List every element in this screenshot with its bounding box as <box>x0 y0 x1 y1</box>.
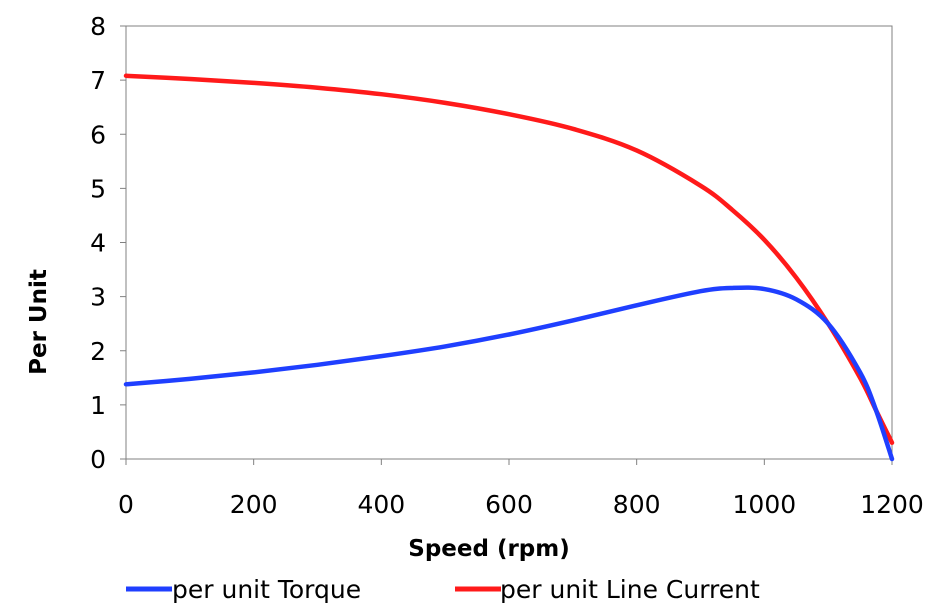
y-tick-label: 5 <box>90 174 106 203</box>
y-tick-label: 4 <box>90 229 106 258</box>
y-tick-label: 7 <box>90 66 106 95</box>
y-tick-label: 8 <box>90 12 106 41</box>
x-tick-label: 0 <box>118 490 134 519</box>
x-tick-label: 600 <box>485 490 533 519</box>
x-tick-label: 200 <box>230 490 278 519</box>
x-axis-title: Speed (rpm) <box>408 536 570 562</box>
y-tick-label: 0 <box>90 445 106 474</box>
series-line-torque <box>123 285 895 462</box>
y-tick-label: 1 <box>90 391 106 420</box>
plot-area <box>125 25 893 460</box>
y-axis: 0 1 2 3 4 5 6 7 8 <box>90 12 127 474</box>
x-tick-label: 1200 <box>860 490 924 519</box>
y-tick-label: 6 <box>90 120 106 149</box>
x-axis: 0 200 400 600 800 1000 1200 <box>118 458 924 519</box>
x-tick-label: 800 <box>613 490 661 519</box>
y-tick-label: 3 <box>90 283 106 312</box>
legend-label: per unit Line Current <box>500 575 760 604</box>
y-axis-title: Per Unit <box>26 269 52 375</box>
y-tick-label: 2 <box>90 337 106 366</box>
legend-label: per unit Torque <box>172 575 361 604</box>
series-layer <box>123 73 895 462</box>
x-tick-label: 400 <box>357 490 405 519</box>
x-tick-label: 1000 <box>733 490 797 519</box>
legend: per unit Torque per unit Line Current <box>126 575 760 604</box>
